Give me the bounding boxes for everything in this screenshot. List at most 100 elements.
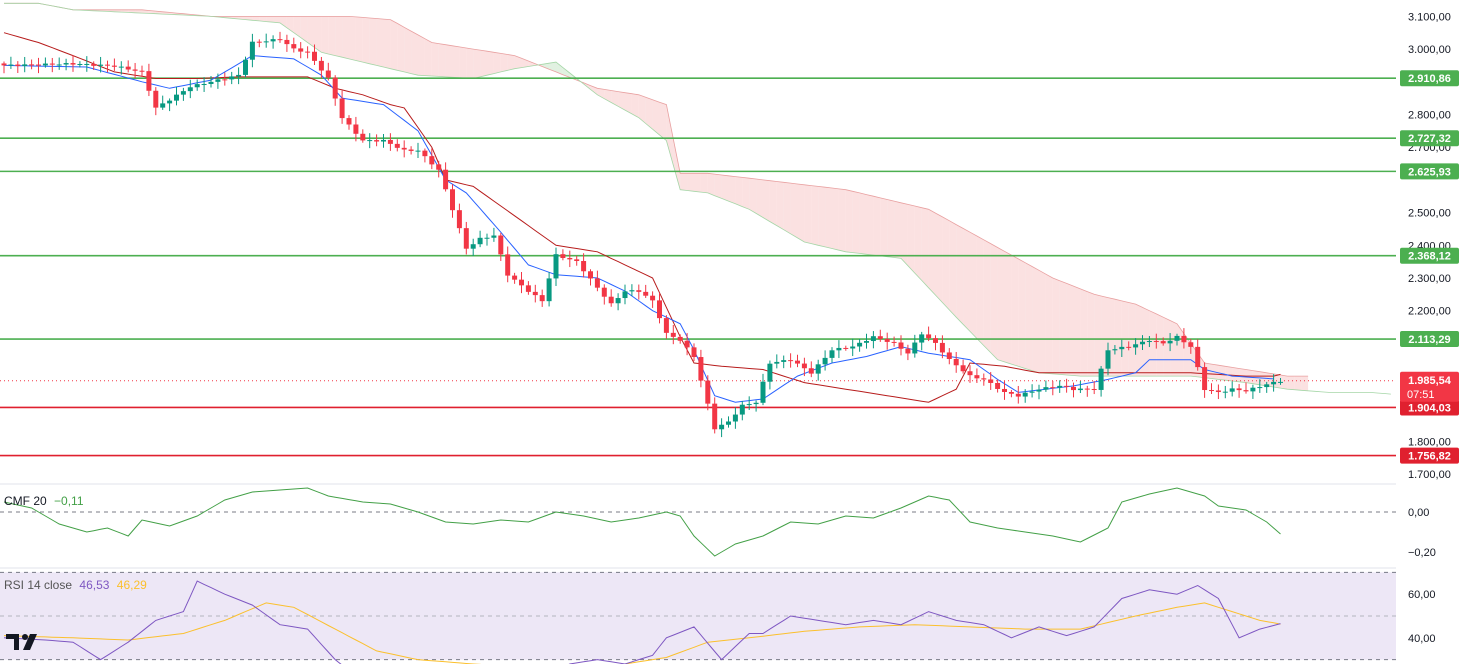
cloud-segment (473, 49, 480, 78)
candle (740, 401, 745, 420)
candle-body (1195, 347, 1200, 367)
cloud-segment (356, 17, 363, 62)
candle-body (91, 64, 96, 66)
candle-body (698, 357, 703, 381)
candle (885, 333, 890, 350)
level-tag-label: 1.904,03 (1408, 402, 1451, 414)
candle (595, 271, 600, 292)
candle-body (1202, 367, 1207, 390)
candle-body (609, 297, 614, 304)
level-price-tag: 1.756,82 (1400, 448, 1459, 464)
cloud-segment (687, 173, 694, 191)
candle (519, 272, 524, 293)
cloud-segment (459, 47, 466, 78)
candle (333, 75, 338, 106)
candle (485, 234, 490, 246)
candle-body (905, 349, 910, 354)
cloud-segment (867, 195, 874, 256)
cloud-segment (397, 23, 404, 72)
candle-body (478, 238, 483, 244)
candle (1195, 339, 1200, 370)
candle (547, 272, 552, 306)
candle (616, 293, 621, 310)
candle-body (374, 140, 379, 141)
cloud-segment (280, 16, 287, 27)
candle (305, 46, 310, 58)
candle-body (353, 124, 358, 133)
candle-body (360, 134, 365, 141)
rsi-tick-label: 60,00 (1408, 589, 1436, 601)
candle-body (409, 150, 414, 151)
candle-body (712, 404, 717, 430)
candle (809, 361, 814, 377)
candle-body (422, 151, 427, 157)
cloud-segment (639, 95, 646, 124)
candle-body (64, 63, 69, 64)
candle-body (71, 63, 76, 64)
candle (471, 239, 476, 256)
candle-body (1112, 349, 1117, 350)
cloud-segment (294, 16, 301, 37)
candle (685, 333, 690, 355)
candle-body (457, 210, 462, 228)
candle-body (623, 291, 628, 298)
candle (243, 57, 248, 78)
candle-body (326, 71, 331, 78)
candle-body (119, 67, 124, 68)
candle (588, 269, 593, 285)
candle-body (1099, 369, 1104, 390)
price-tick-label: 2.300,00 (1408, 273, 1451, 285)
candle-body (1188, 342, 1193, 347)
candle (1071, 383, 1076, 398)
candle (1092, 381, 1097, 394)
candle-body (795, 361, 800, 364)
cloud-segment (611, 91, 618, 107)
candle (450, 184, 455, 217)
candle (788, 353, 793, 367)
candle-body (202, 84, 207, 85)
rsi-value: 46,53 (79, 578, 109, 592)
candle-body (429, 156, 434, 164)
tradingview-logo-icon[interactable] (6, 632, 40, 652)
candle-body (802, 364, 807, 369)
candle (864, 334, 869, 349)
cloud-segment (984, 240, 991, 353)
cloud-segment (501, 53, 508, 72)
cloud-segment (942, 217, 949, 310)
candle-body (215, 79, 220, 81)
candle (719, 418, 724, 437)
level-tag-label: 2.368,12 (1408, 251, 1451, 263)
candle (871, 331, 876, 348)
candle (2, 61, 7, 73)
candle (57, 57, 62, 69)
candle (160, 96, 165, 110)
candle (726, 416, 731, 427)
candle-body (871, 336, 876, 341)
candle (581, 253, 586, 277)
candle-body (22, 64, 27, 66)
candle-body (809, 368, 814, 373)
candle (981, 374, 986, 386)
cloud-segment (1149, 311, 1156, 376)
cloud-segment (328, 16, 335, 55)
candle-body (567, 258, 572, 259)
candle (961, 360, 966, 374)
cloud-segment (446, 45, 453, 78)
candle-body (112, 66, 117, 67)
candle (974, 368, 979, 383)
candle (761, 374, 766, 405)
price-tick-label: 2.800,00 (1408, 109, 1451, 121)
candle-body (843, 348, 848, 349)
candle (436, 161, 441, 178)
cloud-segment (735, 177, 742, 207)
candle-body (899, 342, 904, 348)
candle (733, 407, 738, 429)
candle-body (1071, 387, 1076, 390)
candle-body (1009, 392, 1014, 394)
candle (464, 222, 469, 255)
candle-body (512, 276, 517, 280)
cloud-segment (749, 178, 756, 213)
candle-body (388, 140, 393, 144)
